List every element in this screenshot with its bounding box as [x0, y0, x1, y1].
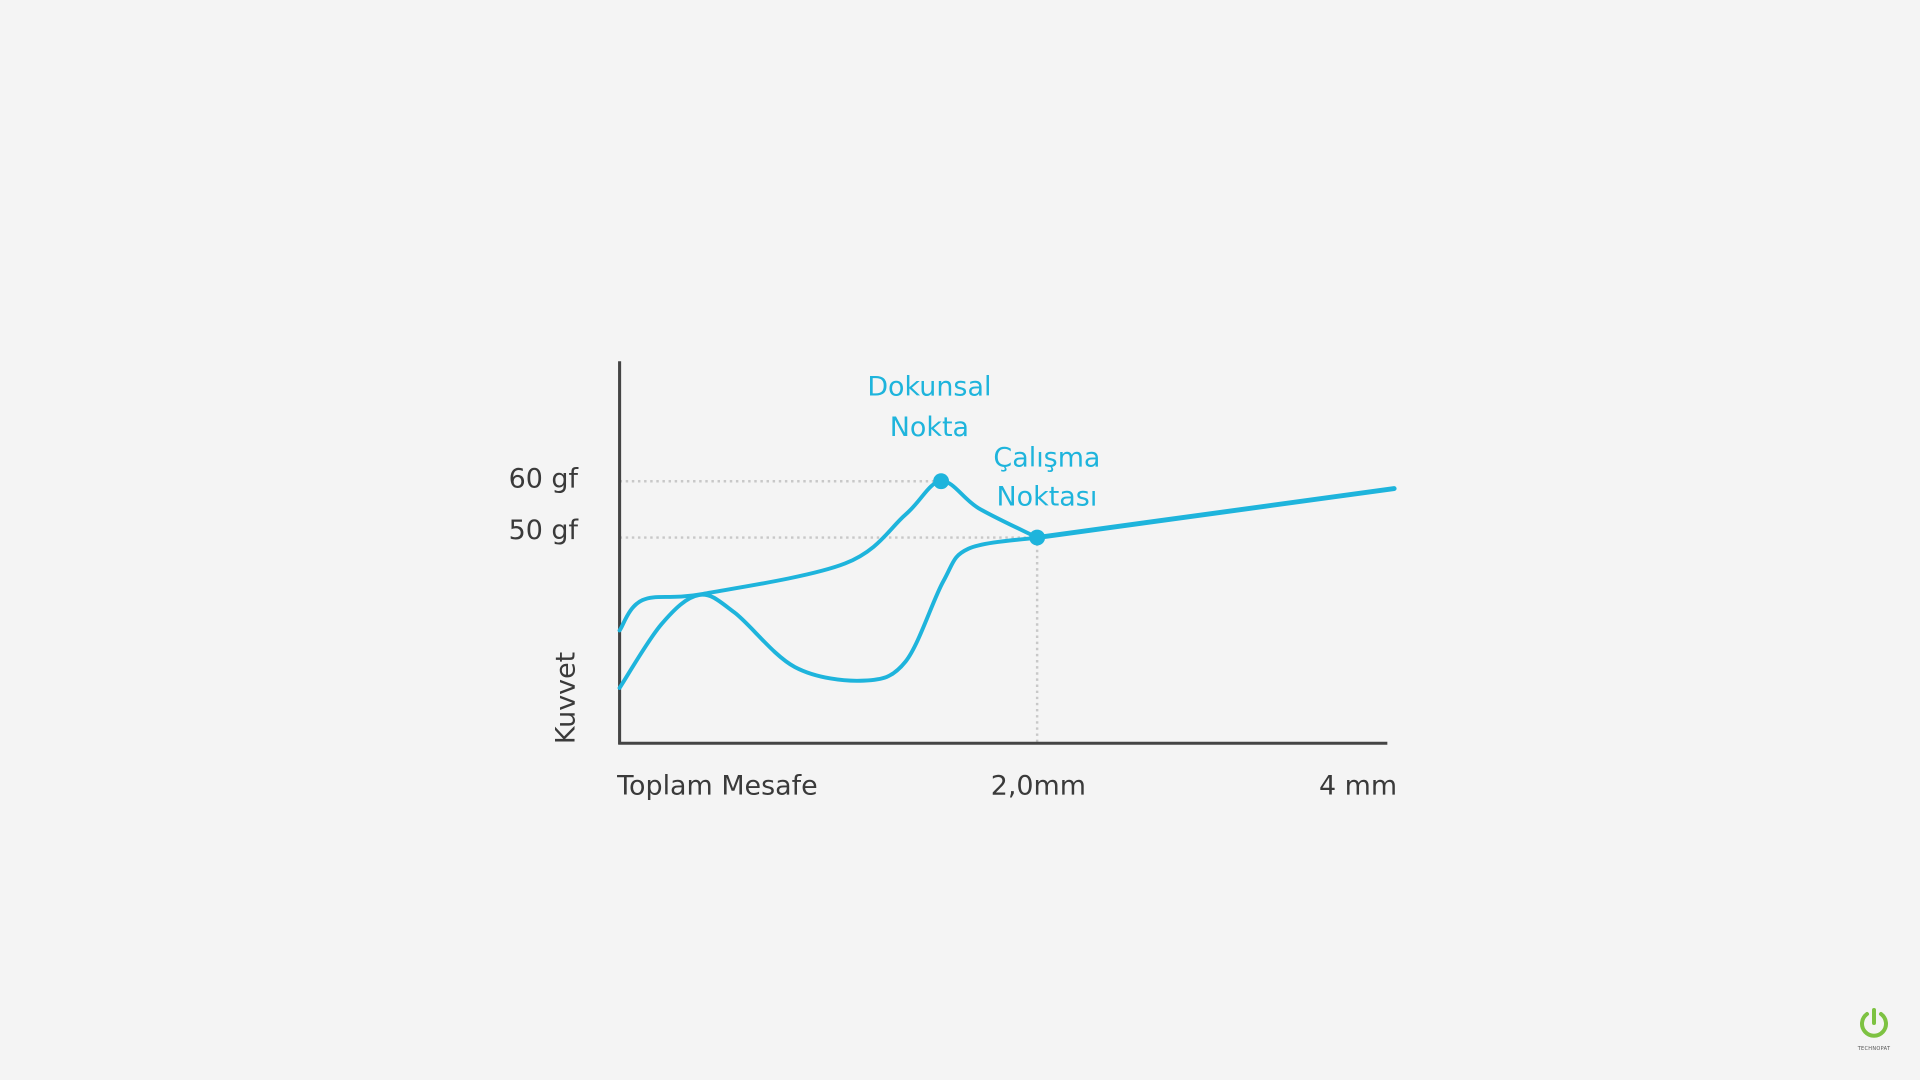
points — [933, 473, 1046, 546]
tactile-point-label-2: Nokta — [890, 412, 969, 443]
power-icon — [1860, 1008, 1888, 1038]
y-axis-label: Kuvvet — [550, 652, 581, 744]
y-tick-50: 50 gf — [509, 515, 579, 546]
x-tick-2mm: 2,0mm — [991, 771, 1086, 802]
series-upper-curve — [617, 479, 1040, 633]
x-tick-4mm: 4 mm — [1319, 771, 1397, 802]
series-lower-curve — [617, 535, 1040, 690]
technopat-logo: TECHNOPAT — [1854, 1007, 1894, 1052]
tactile-point-marker — [933, 473, 950, 490]
actuation-point-label-1: Çalışma — [993, 443, 1100, 474]
guide-lines — [619, 480, 1039, 744]
logo-text: TECHNOPAT — [1857, 1046, 1891, 1052]
actuation-point-marker — [1029, 529, 1046, 546]
y-tick-60: 60 gf — [509, 463, 579, 494]
x-axis-label: Toplam Mesafe — [616, 771, 818, 802]
series-after-actuation — [1034, 486, 1397, 540]
curves — [617, 479, 1397, 690]
tactile-point-label-1: Dokunsal — [867, 372, 991, 403]
actuation-point-label-2: Noktası — [997, 482, 1098, 513]
